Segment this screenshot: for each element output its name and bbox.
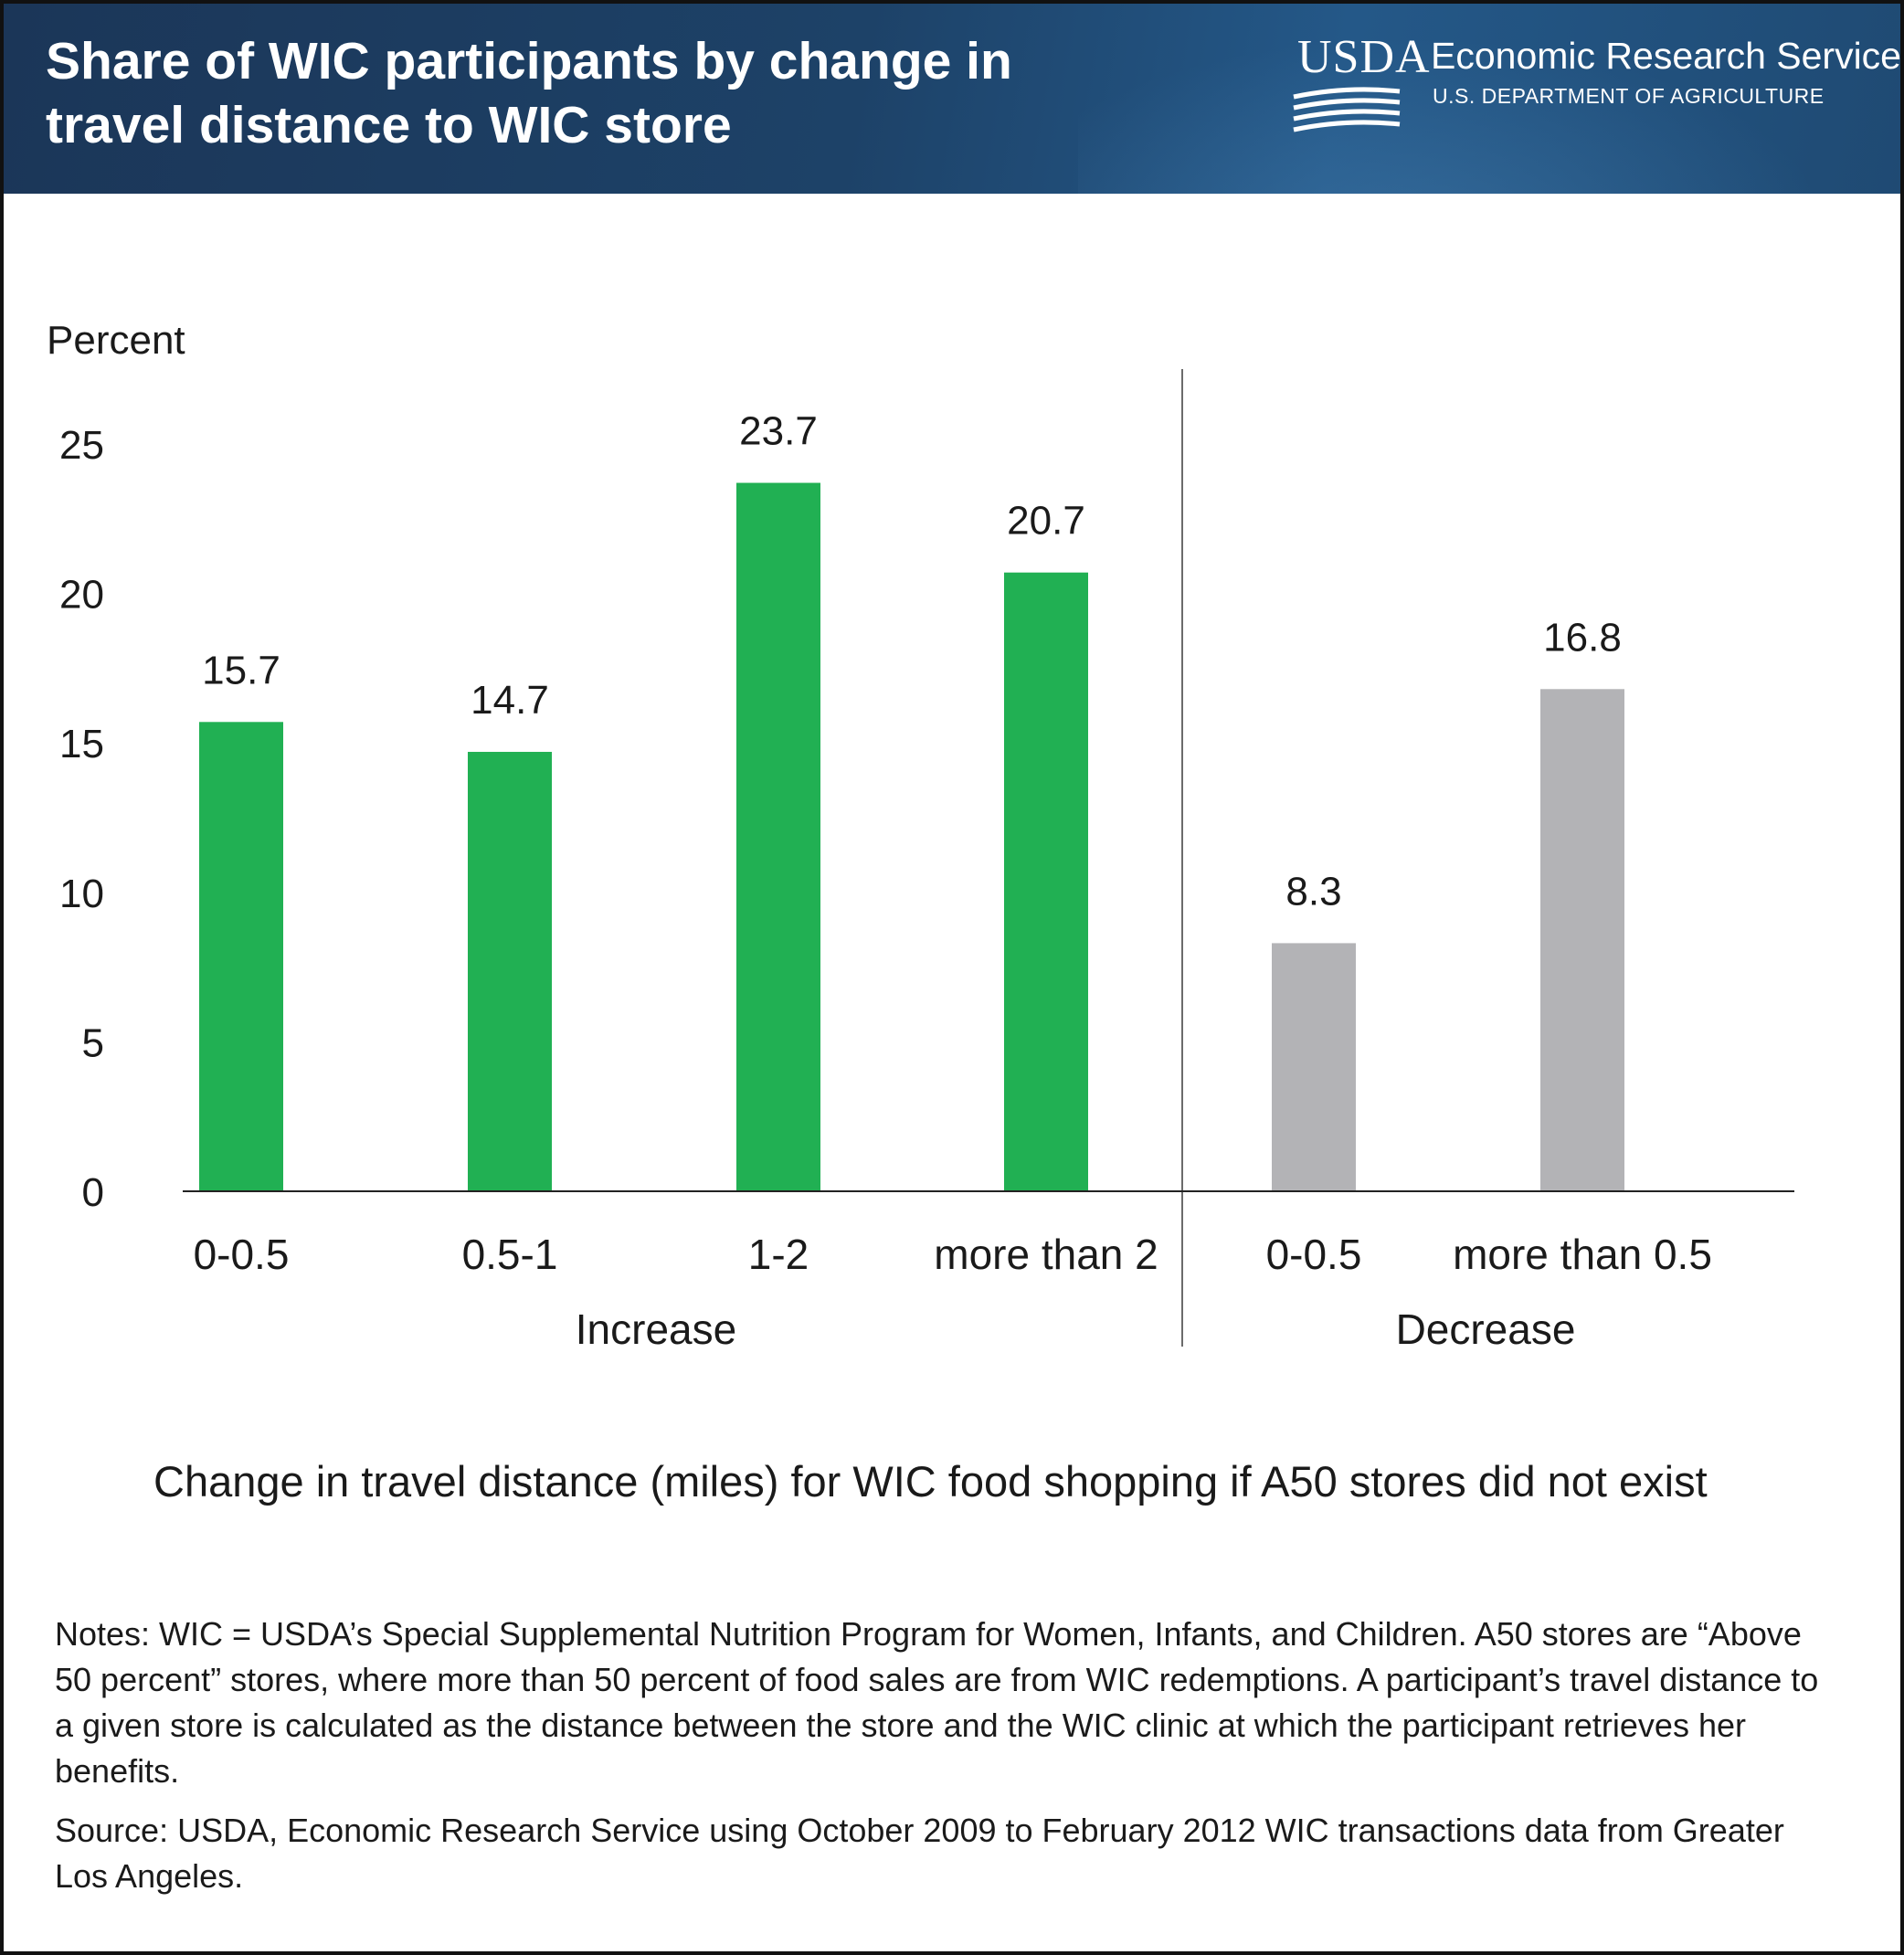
chart-title: Share of WIC participants by change in t…: [46, 32, 1012, 154]
bar-decrease-1: [1272, 943, 1356, 1191]
x-tick-label: more than 0.5: [1453, 1231, 1712, 1278]
group-label-decrease: Decrease: [1396, 1305, 1576, 1353]
bar-increase-2: [468, 752, 552, 1191]
bar-chart: 0 5 10 15 20 25 15.7 0-0.5 14.7 0.5-1 23.7 1-2 20.7 m…: [59, 369, 1794, 1353]
y-tick-label: 5: [82, 1020, 104, 1065]
usda-ers-logo: USDA Economic Research Service U.S. DEPA…: [1292, 31, 1900, 152]
bar-increase-4: [1004, 572, 1088, 1191]
data-label: 16.8: [1543, 615, 1622, 660]
logo-department-name: U.S. DEPARTMENT OF AGRICULTURE: [1433, 84, 1825, 108]
usda-swoosh-icon: [1293, 87, 1401, 132]
y-tick-label: 0: [82, 1170, 104, 1215]
group-label-increase: Increase: [576, 1305, 736, 1353]
x-axis-title: Change in travel distance (miles) for WI…: [153, 1457, 1708, 1506]
data-label: 15.7: [202, 648, 280, 692]
chart-source: Source: USDA, Economic Research Service …: [55, 1812, 1784, 1895]
chart-notes: Notes: WIC = USDA’s Special Supplemental…: [55, 1615, 1819, 1790]
logo-usda-text: USDA: [1297, 31, 1431, 83]
x-tick-label: 1-2: [748, 1231, 809, 1278]
x-tick-label: 0-0.5: [194, 1231, 290, 1278]
logo-agency-name: Economic Research Service: [1431, 35, 1900, 77]
y-tick-label: 25: [59, 423, 104, 468]
bar-decrease-2: [1540, 689, 1624, 1191]
x-tick-label: more than 2: [934, 1231, 1158, 1278]
y-axis-title: Percent: [47, 318, 185, 363]
data-label: 23.7: [739, 409, 818, 454]
data-label: 20.7: [1007, 499, 1085, 544]
header-decoration: [1078, 4, 1900, 194]
x-tick-label: 0.5-1: [462, 1231, 558, 1278]
data-label: 8.3: [1285, 869, 1341, 914]
x-tick-label: 0-0.5: [1266, 1231, 1362, 1278]
bar-increase-1: [199, 722, 283, 1191]
y-tick-label: 20: [59, 573, 104, 618]
y-tick-label: 10: [59, 872, 104, 916]
header-banner: Share of WIC participants by change in t…: [4, 4, 1900, 194]
y-tick-label: 15: [59, 722, 104, 766]
bar-increase-3: [736, 482, 820, 1191]
data-label: 14.7: [471, 678, 549, 723]
